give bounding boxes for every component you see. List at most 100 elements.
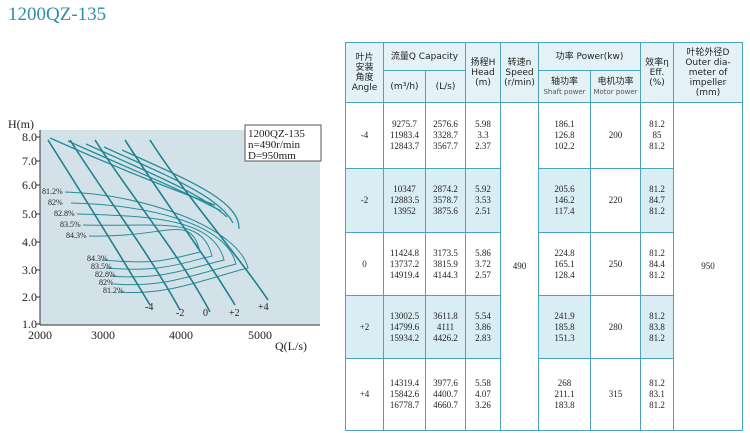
cell-text: +4 (359, 389, 370, 399)
m3h-cell: 13002.5 14799.6 15934.2 (383, 295, 426, 359)
eff-curve (82, 224, 213, 270)
cell-line: 205.6 (554, 184, 575, 194)
cell-line: 81.2 (649, 247, 665, 258)
cell-line: 13952 (393, 206, 416, 216)
eff-curve (70, 202, 237, 286)
data-row: -4 9275.7 11983.4 12843.7 2576.6 3328.7 3567.7… (345, 102, 744, 431)
cell-text: 220 (608, 195, 623, 205)
cell-line: 15842.6 (389, 389, 420, 399)
y-tick-label: 5.0 (22, 207, 37, 221)
eff-curve (64, 191, 249, 294)
cell-line: 4.07 (475, 389, 491, 399)
cell-line: 安装 (355, 62, 374, 73)
cell-line: 183.8 (554, 400, 575, 410)
cell-line: 2.51 (475, 206, 491, 216)
cell-line: 126.8 (554, 130, 575, 140)
motor-cell: 200 (589, 102, 642, 169)
cell-line: (mm) (695, 87, 721, 98)
x-tick-label: 3000 (91, 328, 115, 342)
cell-line: 3567.7 (433, 141, 458, 151)
motor-cell: 220 (589, 168, 642, 233)
cell-line: 14319.4 (389, 378, 420, 388)
data-row: 0 11424.8 13737.2 14919.4 3173.5 3815.9 4144.3… (345, 232, 743, 296)
angle-cell: -4 (345, 102, 384, 169)
angle-label: +2 (229, 308, 240, 319)
cell-line: 2.37 (475, 141, 491, 151)
cell-line: 12843.7 (389, 141, 420, 151)
cell-text: 流量Q Capacity (390, 51, 459, 62)
angle-cell: 0 (345, 232, 384, 296)
data-row: +4 14319.4 15842.6 16778.7 3977.6 4400.7 4660.… (345, 358, 743, 431)
motor-cell: 315 (589, 358, 642, 431)
angle-label: 0 (203, 308, 208, 319)
eff-label: 84.3% (66, 231, 87, 240)
cell-line: 102.2 (554, 141, 575, 151)
angle-label: -2 (176, 308, 184, 319)
head-cell: 5.86 3.72 2.57 (465, 232, 501, 296)
angle-cell: -2 (345, 168, 384, 233)
y-tick-label: 4.0 (22, 235, 37, 249)
cell-text: 0 (362, 258, 367, 269)
eff-cell: 81.2 83.8 81.2 (640, 295, 675, 359)
cell-line: 3173.5 (433, 247, 458, 258)
cell-line: Motor power (593, 87, 638, 96)
cell-line: 3815.9 (433, 258, 458, 269)
eff-label: 81.2% (103, 286, 124, 295)
shaft-cell: 224.8 165.1 128.4 (538, 232, 591, 296)
shaft-cell: 205.6 146.2 117.4 (538, 168, 591, 233)
cell-line: 16778.7 (389, 400, 420, 410)
cell-line: 4400.7 (433, 389, 458, 399)
cell-line: 3578.7 (433, 195, 458, 205)
ls-cell: 3977.6 4400.7 4660.7 (425, 358, 466, 431)
note-line: D=950mm (248, 150, 296, 162)
eff-label: 83.5% (60, 220, 81, 229)
cell-line: impeller (689, 77, 727, 88)
header-row: (m³/h) (L/s) 轴功率 Shaft power 电机功率 Motor power (346, 70, 743, 103)
cell-line: 128.4 (554, 269, 575, 280)
y-tick-label: 2.0 (22, 290, 37, 304)
eff-label: 82.8% (95, 270, 116, 279)
header-cell: 叶轮外径D Outer dia-meter of impeller (mm) (673, 42, 744, 103)
cell-line: 角度 (355, 72, 374, 83)
cell-line: 2.57 (475, 269, 491, 280)
eff-cell: 81.2 85 81.2 (640, 102, 675, 169)
note-box (244, 124, 322, 162)
cell-line: 84.4 (649, 258, 665, 269)
speed-cell: 490 (500, 102, 539, 431)
cell-line: 117.4 (554, 206, 575, 216)
cell-line: 2.83 (475, 332, 491, 343)
diameter-cell: 950 (673, 102, 744, 431)
eff-label: 82% (99, 278, 114, 287)
header-cell: 功率 Power(kw) (537, 42, 642, 71)
header-cell: 效率η Eff. (%) (640, 42, 675, 103)
cell-line: 14919.4 (389, 269, 420, 280)
cell-line: 2576.6 (433, 119, 458, 129)
cell-text: 250 (608, 258, 623, 269)
cell-line: 2874.2 (433, 184, 458, 194)
cell-line: 81.2 (649, 378, 665, 388)
eff-cell: 81.2 84.4 81.2 (640, 232, 675, 296)
ls-cell: 2576.6 3328.7 3567.7 (425, 102, 466, 169)
note-line: 1200QZ-135 (248, 128, 305, 140)
cell-line: 3.53 (475, 195, 491, 205)
eff-cell: 81.2 84.7 81.2 (640, 168, 675, 233)
header-cell: (m³/h) (383, 70, 426, 103)
angle-cell: +2 (345, 295, 384, 359)
cell-line: Head (471, 67, 495, 78)
cell-line: 3977.6 (433, 378, 458, 388)
cell-line: 3.86 (475, 321, 491, 332)
cell-line: 5.98 (475, 119, 491, 129)
cell-text: +2 (359, 321, 370, 332)
cell-line: 85 (652, 130, 662, 140)
cell-line: 81.2 (649, 400, 665, 410)
cell-line: (m) (475, 77, 491, 88)
cell-line: 3.72 (475, 258, 491, 269)
cell-line: 4660.7 (433, 400, 458, 410)
cell-line: 11983.4 (390, 130, 419, 140)
cell-line: 81.2 (649, 206, 665, 216)
cell-line: 81.2 (649, 269, 665, 280)
x-axis-label: Q(L/s) (275, 339, 307, 353)
motor-cell: 250 (589, 232, 642, 296)
cell-text: 280 (608, 321, 623, 332)
